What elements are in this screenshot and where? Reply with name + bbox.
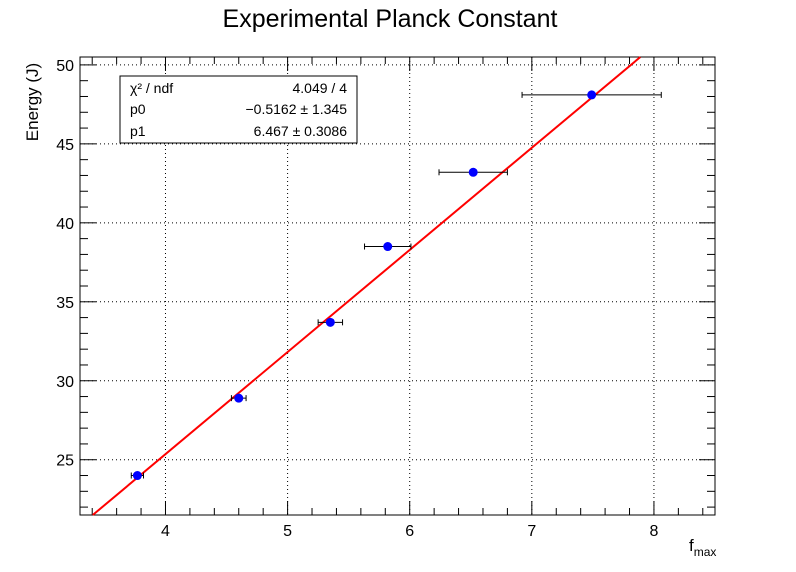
fit-line xyxy=(92,56,641,516)
y-axis-label: Energy (J) xyxy=(23,63,42,141)
x-tick-label-0: 4 xyxy=(161,523,170,540)
data-point-5 xyxy=(587,90,597,100)
axis-ticks xyxy=(80,57,715,515)
x-axis-label-main: f xyxy=(689,536,694,555)
stats-row-p1-label: p1 xyxy=(130,123,146,139)
data-point-2 xyxy=(325,317,335,327)
y-tick-label-3: 40 xyxy=(56,216,74,233)
stats-row-chi-value: 4.049 / 4 xyxy=(293,80,348,96)
data-point-4 xyxy=(468,167,478,177)
data-point-1 xyxy=(234,393,244,403)
stats-box-frame xyxy=(119,75,358,144)
y-tick-label-5: 50 xyxy=(56,58,74,75)
fit-line-layer xyxy=(92,56,641,516)
data-point-0 xyxy=(132,471,142,481)
data-points-layer xyxy=(130,90,662,481)
x-tick-label-2: 6 xyxy=(405,523,414,540)
stats-row-p0-label: p0 xyxy=(130,101,146,117)
stats-row-chi-label: χ² / ndf xyxy=(130,80,173,96)
stats-box: χ² / ndf 4.049 / 4 p0 −0.5162 ± 1.345 p1… xyxy=(119,75,358,144)
y-tick-label-0: 25 xyxy=(56,453,74,470)
stats-row-p0-value: −0.5162 ± 1.345 xyxy=(246,101,348,117)
x-axis-label: fmax xyxy=(689,536,716,559)
x-tick-label-1: 5 xyxy=(283,523,292,540)
data-point-3 xyxy=(383,242,393,252)
stats-row-p1-value: 6.467 ± 0.3086 xyxy=(254,123,348,139)
x-tick-label-4: 8 xyxy=(649,523,658,540)
x-tick-label-3: 7 xyxy=(527,523,536,540)
y-tick-label-2: 35 xyxy=(56,295,74,312)
chart-title: Experimental Planck Constant xyxy=(223,5,558,33)
x-axis-label-subscript: max xyxy=(694,545,717,559)
y-tick-label-4: 45 xyxy=(56,137,74,154)
y-tick-label-1: 30 xyxy=(56,374,74,391)
